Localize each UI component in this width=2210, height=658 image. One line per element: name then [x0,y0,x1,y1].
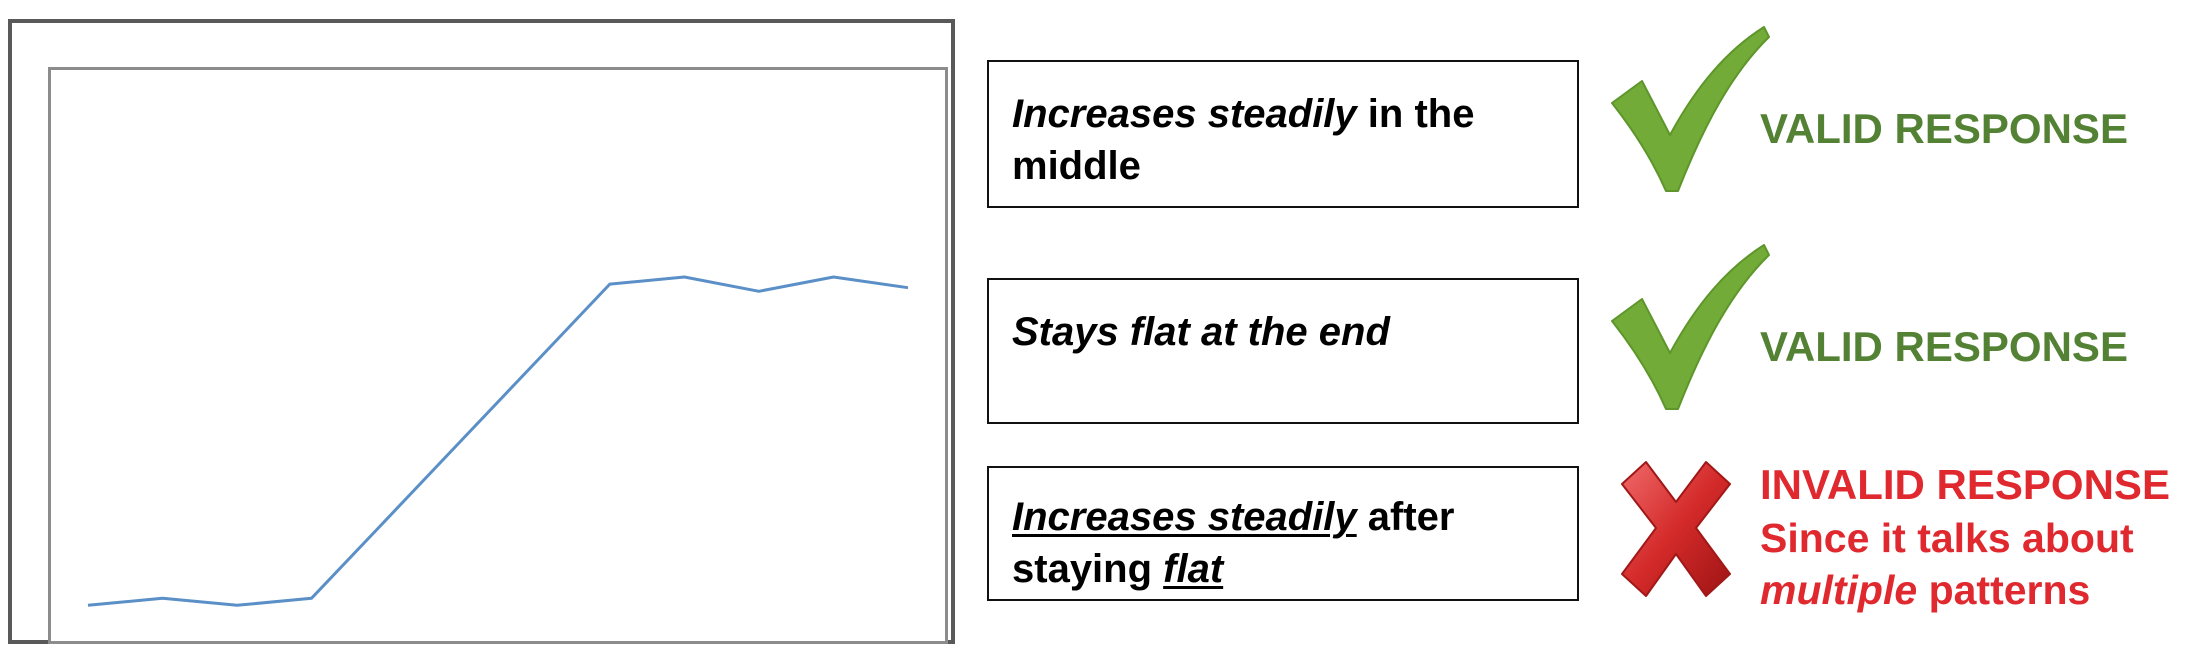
response-3-underlined-flat: flat [1163,547,1224,591]
verdict-label-3: INVALID RESPONSE [1760,461,2170,508]
response-3-underlined-text: Increases steadily [1012,495,1357,539]
cross-icon [1621,461,1731,597]
response-box-2: Stays flat at the end [987,278,1579,424]
response-1-plain-text: in the middle [1012,92,1475,188]
checkmark-icon [1611,26,1770,192]
verdict-label-2: VALID RESPONSE [1760,323,2128,370]
reason-line-1: Since it talks about [1760,515,2134,561]
reason-italic-multiple: multiple [1760,567,1918,613]
response-2-italic-text: Stays flat at the end [1012,310,1390,354]
verdict-label-1: VALID RESPONSE [1760,105,2128,152]
invalid-reason: Since it talks about multiple patterns [1760,512,2134,616]
reason-line-2-rest: patterns [1917,567,2091,613]
chart-frame [8,19,955,644]
response-box-1: Increases steadily in the middle [987,60,1579,208]
response-box-3: Increases steadily after staying flat [987,466,1579,601]
response-1-italic-text: Increases steadily [1012,92,1357,136]
checkmark-icon [1611,244,1770,410]
response-3-plain-text: after staying [1012,495,1455,591]
chart-plot-area [48,67,948,644]
series-line-0 [87,275,909,607]
line-chart [87,275,909,607]
